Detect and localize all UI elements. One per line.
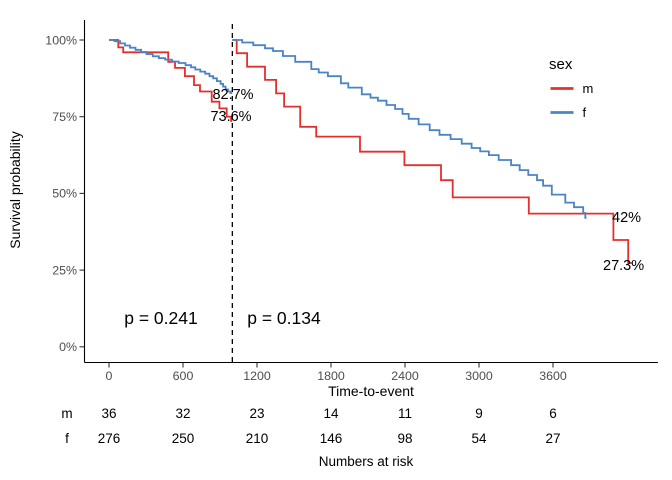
- risk-row-label-m: m: [61, 406, 72, 421]
- risk-value-f: 54: [471, 431, 487, 446]
- x-tick-label: 600: [173, 369, 194, 383]
- y-tick-label: 50%: [52, 187, 77, 201]
- risk-value-f: 276: [98, 431, 121, 446]
- risk-value-f: 210: [246, 431, 269, 446]
- risk-value-f: 250: [172, 431, 195, 446]
- x-tick-label: 1800: [317, 369, 345, 383]
- risk-value-m: 11: [398, 406, 412, 421]
- legend: sex m f: [549, 56, 593, 120]
- x-tick-label: 0: [106, 369, 113, 383]
- y-axis-title: Survival probability: [7, 131, 23, 249]
- y-tick-label: 100%: [45, 33, 77, 47]
- risk-value-m: 32: [175, 406, 190, 421]
- pvalue-label: p = 0.241: [124, 308, 197, 328]
- survival-curve-f-segment-2: [232, 39, 587, 219]
- risk-row-label-f: f: [65, 431, 69, 446]
- survival-curve-m-segment-1: [109, 39, 233, 122]
- survival-percent-label: 82.7%: [212, 87, 253, 103]
- x-tick-label: 2400: [391, 369, 419, 383]
- y-tick-label: 75%: [52, 110, 77, 124]
- x-tick-label: 3600: [539, 369, 567, 383]
- x-axis-title: Time-to-event: [328, 383, 414, 399]
- legend-label-m: m: [583, 81, 594, 96]
- y-axis-ticks: 0% 25% 50% 75% 100%: [45, 33, 85, 354]
- risk-value-f: 27: [545, 431, 560, 446]
- y-tick-label: 0%: [59, 340, 77, 354]
- survival-curve-m-segment-2: [232, 39, 632, 264]
- risk-value-f: 146: [320, 431, 343, 446]
- x-tick-label: 3000: [465, 369, 493, 383]
- survival-percent-label: 42%: [612, 210, 641, 226]
- risk-value-m: 23: [249, 406, 264, 421]
- survival-curve-f-segment-1: [109, 39, 233, 94]
- curve-annotations: 82.7% 73.6% 42% 27.3% p = 0.241 p = 0.134: [124, 87, 644, 328]
- risk-value-m: 9: [475, 406, 483, 421]
- pvalue-label: p = 0.134: [247, 308, 321, 328]
- legend-label-f: f: [583, 105, 587, 120]
- risk-table-rows: m 36 32 23 14 11 9 6 f 276 250 210 146 98 54 27: [61, 406, 560, 446]
- risk-value-m: 14: [323, 406, 339, 421]
- legend-title: sex: [549, 56, 573, 73]
- y-tick-label: 25%: [52, 263, 77, 277]
- survival-percent-label: 73.6%: [210, 109, 251, 125]
- x-axis-ticks: 0 600 1200 1800 2400 3000 3600: [106, 362, 567, 383]
- survival-percent-label: 27.3%: [603, 258, 644, 274]
- risk-table-title: Numbers at risk: [319, 454, 414, 469]
- survival-curves: [109, 39, 632, 264]
- risk-value-m: 36: [101, 406, 116, 421]
- risk-value-m: 6: [549, 406, 557, 421]
- risk-value-f: 98: [397, 431, 412, 446]
- x-tick-label: 1200: [243, 369, 271, 383]
